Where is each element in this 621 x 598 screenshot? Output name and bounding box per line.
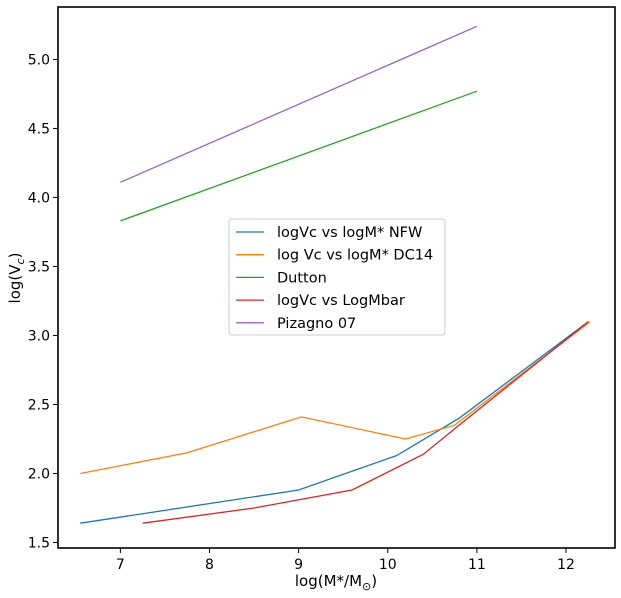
y-tick-label: 2.5 [28,397,50,413]
x-tick-label: 12 [557,557,575,573]
y-tick-label: 1.5 [28,535,50,551]
legend-label: logVc vs LogMbar [277,293,405,309]
y-axis-ticks: 1.5 2.0 2.5 3.0 3.5 4.0 4.5 5.0 [28,52,58,551]
series-layer [80,25,591,524]
series-line-1 [80,321,589,524]
x-axis-title-end: ) [371,572,377,590]
legend-label: Pizagno 07 [277,316,356,332]
y-axis-title-text: log(V [6,264,24,304]
legend: logVc vs logM* NFW log Vc vs logM* DC14 Du… [228,218,446,336]
legend-label: Dutton [277,270,327,286]
x-axis-title-text: log(M*/M [295,572,362,590]
y-tick-label: 3.5 [28,259,50,275]
series-line-5 [120,25,478,183]
x-axis-title-subscript: ⊙ [362,580,371,593]
series-line-2 [80,321,591,475]
legend-box [228,218,446,336]
y-tick-label: 2.0 [28,466,50,482]
y-axis-title: log(Vc) [6,253,27,304]
x-tick-label: 7 [116,557,125,573]
y-tick-label: 4.5 [28,121,50,137]
legend-label: log Vc vs logM* DC14 [277,248,433,264]
x-axis-title: log(M*/M⊙) [295,572,377,593]
y-axis-title-end: ) [6,253,24,259]
plot-frame [57,6,616,549]
x-axis-ticks: 7 8 9 10 11 12 [116,548,575,573]
legend-label: logVc vs logM* NFW [277,225,422,241]
series-line-4 [142,321,589,524]
y-tick-label: 3.0 [28,328,50,344]
series-line-3 [120,90,478,222]
y-tick-label: 4.0 [28,190,50,206]
x-tick-label: 8 [205,557,214,573]
y-axis-title-subscript: c [14,258,27,264]
x-tick-label: 9 [294,557,303,573]
x-tick-label: 11 [468,557,486,573]
x-tick-label: 10 [379,557,397,573]
y-tick-label: 5.0 [28,52,50,68]
